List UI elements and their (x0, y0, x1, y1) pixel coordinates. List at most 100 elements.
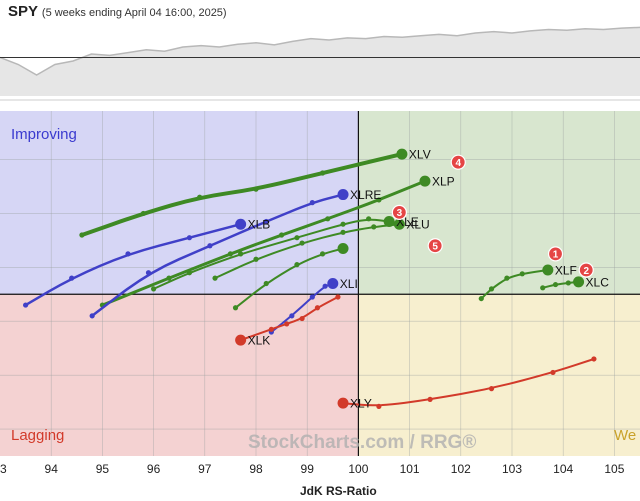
tail-point-xli (289, 313, 295, 319)
tail-point-xlb (69, 275, 75, 281)
marker-text-5: 5 (432, 242, 438, 253)
tail-point-xle (294, 235, 300, 241)
label-xli: XLI (340, 277, 358, 291)
head-xlre (337, 189, 349, 201)
x-tick-label: 94 (45, 462, 59, 476)
head-xly (337, 397, 349, 409)
tail-xlv (79, 152, 404, 237)
tail-point-spx (294, 262, 300, 268)
marker-2 (578, 262, 594, 278)
watermark: StockCharts.com / RRG® (248, 432, 476, 453)
label-xlu: XLU (406, 218, 429, 232)
head-xlf (542, 264, 554, 276)
tail-point-xle (151, 286, 157, 292)
tail-point-xle (238, 251, 244, 257)
label-xlv: XLV (409, 148, 431, 162)
label-xlb: XLB (248, 218, 271, 232)
tail-point-xlb (125, 251, 131, 257)
tail-point-xlv (253, 186, 259, 192)
head-xlv (396, 148, 408, 160)
x-tick-label: 105 (604, 462, 624, 476)
tail-point-xlre (89, 313, 95, 319)
tail-point-xli (309, 294, 315, 300)
marker-text-4: 4 (455, 158, 461, 169)
x-axis-label: JdK RS-Ratio (300, 484, 377, 498)
label-xlre: XLRE (350, 188, 381, 202)
tail-point-xle (340, 221, 346, 227)
tail-point-xlp (166, 275, 172, 281)
tail-point-xly (376, 403, 382, 410)
tail-point-xlv (319, 170, 326, 176)
tail-point-xly (550, 369, 556, 376)
tail-point-xlp (227, 251, 233, 257)
tail-point-xlu (212, 275, 218, 281)
benchmark-sparkline (0, 26, 640, 101)
chart-title: SPY (5 weeks ending April 04 16:00, 2025… (8, 3, 227, 20)
tail-point-xle (366, 216, 372, 222)
tail-point-xlb (186, 235, 193, 241)
tail-point-xle (186, 270, 193, 276)
sparkline-area (0, 27, 640, 96)
label-xly: XLY (350, 397, 372, 411)
tail-point-xlu (299, 240, 305, 246)
tail-point-spx (263, 280, 269, 287)
tail-point-xlf (478, 295, 484, 302)
tail-point-spx (232, 305, 239, 311)
tail-point-xlf (519, 271, 525, 277)
tail-spx (234, 247, 344, 309)
x-tick-label: 104 (553, 462, 573, 476)
tail-point-xly (427, 396, 433, 402)
tail-point-xlk (335, 294, 341, 300)
label-xlp: XLP (432, 175, 455, 189)
head-xlb (235, 218, 247, 230)
head-spx (337, 242, 349, 254)
head-xlk (235, 334, 247, 346)
x-tick-label: 93 (0, 462, 7, 476)
head-xlp (419, 175, 431, 187)
period-subtitle: (5 weeks ending April 04 16:00, 2025) (41, 7, 227, 19)
x-tick-label: 97 (198, 462, 212, 476)
tail-xlp (100, 179, 427, 307)
tail-point-xlb (23, 302, 29, 308)
quadrant-label-weakening: We (614, 427, 636, 444)
tail-point-xlf (488, 286, 495, 292)
x-tick-label: 101 (400, 462, 420, 476)
rrg-chart: Improving Lagging We StockCharts.com / RRG®… (0, 111, 640, 476)
marker-text-3: 3 (397, 208, 403, 219)
tail-point-xly (591, 356, 597, 362)
x-tick-label: 99 (301, 462, 315, 476)
tail-point-xlp (279, 232, 285, 238)
tail-point-xlc (540, 285, 546, 291)
tail-xle (152, 218, 391, 290)
tail-xly (342, 358, 595, 407)
tail-point-xlc (565, 280, 571, 286)
x-tick-label: 102 (451, 462, 471, 476)
tail-point-xlv (197, 194, 203, 200)
tail-xlb (24, 222, 242, 307)
tail-point-xlf (504, 275, 510, 281)
tail-point-xlu (371, 224, 377, 230)
quadrant-label-improving: Improving (11, 126, 77, 143)
tail-point-spx (319, 251, 326, 257)
tail-point-xlre (145, 270, 152, 276)
tail-point-xlre (309, 200, 315, 206)
marker-5 (427, 238, 443, 254)
x-tick-label: 96 (147, 462, 161, 476)
tail-point-xlk (299, 315, 305, 322)
label-xlk: XLK (248, 334, 271, 348)
x-tick-label: 103 (502, 462, 522, 476)
tail-point-xlv (140, 210, 146, 217)
tail-point-xli (322, 283, 328, 289)
tail-point-xlc (552, 281, 559, 288)
tail-point-xlp (325, 216, 331, 222)
tail-point-xly (488, 386, 495, 392)
head-xlu (393, 218, 405, 230)
quadrant-leading (358, 111, 640, 295)
tail-point-xlre (263, 218, 269, 225)
label-xlf: XLF (555, 264, 577, 278)
head-xlc (573, 276, 585, 288)
tail-point-xlk (284, 321, 290, 327)
head-xli (327, 278, 339, 289)
sparkline-line (0, 26, 640, 76)
tail-point-xlv (79, 232, 85, 238)
